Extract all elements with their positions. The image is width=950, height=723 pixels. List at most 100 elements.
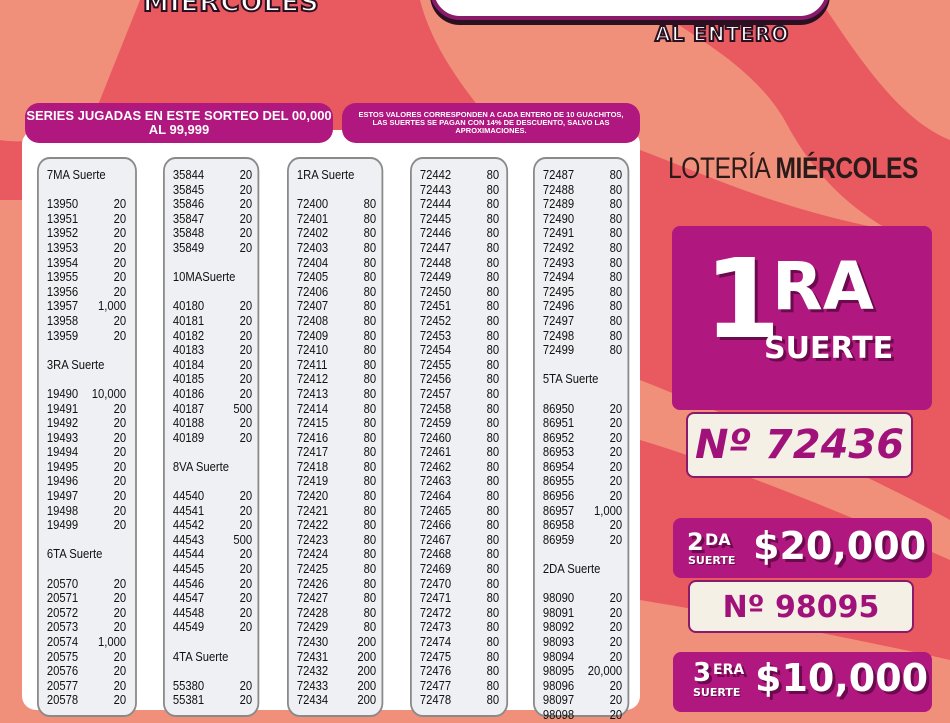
serial-number: 72407: [296, 299, 329, 314]
prize-value: 80: [363, 284, 377, 299]
result-row: 86951 20: [543, 416, 628, 431]
result-row: 72470 80: [420, 577, 506, 592]
serial-number: 19496: [46, 474, 79, 489]
spacer: [47, 533, 135, 548]
prize-value: 80: [363, 518, 377, 533]
prize-value: 20: [113, 211, 127, 226]
second-prize-amount: $20,000: [753, 524, 927, 568]
prize-value: 20: [239, 489, 253, 504]
result-row: 44541 20: [173, 504, 258, 519]
spacer: [173, 445, 258, 460]
result-row: 72445 80: [420, 212, 506, 227]
serial-number: 72417: [296, 445, 329, 460]
serial-number: 13955: [46, 270, 79, 285]
prize-value: 80: [486, 328, 500, 343]
prize-value: 80: [486, 591, 500, 606]
serial-number: 20576: [46, 664, 79, 679]
prize-value: 20: [113, 459, 127, 474]
prize-value: 20: [609, 532, 623, 547]
prize-value: 80: [486, 343, 500, 358]
serial-number: 72494: [542, 270, 575, 285]
prize-value: 80: [363, 489, 377, 504]
result-row: 72417 80: [297, 445, 382, 460]
serial-number: 13951: [46, 211, 79, 226]
prize-value: 200: [357, 664, 377, 679]
third-prize-word: SUERTE: [693, 686, 741, 699]
result-row: 72428 80: [297, 606, 382, 621]
result-row: 19493 20: [47, 431, 135, 446]
result-row: 72429 80: [297, 620, 382, 635]
result-row: 72474 80: [420, 635, 506, 650]
prize-value: 20: [113, 591, 127, 606]
prize-value: 80: [363, 211, 377, 226]
result-row: 55380 20: [173, 679, 258, 694]
serial-number: 72499: [542, 343, 575, 358]
result-row: 35846 20: [173, 197, 258, 212]
serial-number: 72422: [296, 518, 329, 533]
result-row: 40180 20: [173, 299, 258, 314]
prize-value: 80: [486, 182, 500, 197]
result-row: 72490 80: [543, 212, 628, 227]
second-prize-word: SUERTE: [688, 554, 736, 567]
result-row: 20575 20: [47, 650, 135, 665]
result-row: 44549 20: [173, 620, 258, 635]
prize-value: 80: [363, 562, 377, 577]
result-row: 98092 20: [543, 620, 628, 635]
lottery-title-b: MIÉRCOLES: [775, 152, 919, 185]
prize-value: 80: [363, 532, 377, 547]
serial-number: 72474: [419, 635, 452, 649]
prize-value: 80: [363, 445, 377, 460]
prize-value: 80: [486, 620, 500, 635]
serial-number: 98098: [542, 707, 575, 722]
result-row: 72427 80: [297, 591, 382, 606]
prize-value: 1,000: [593, 503, 623, 518]
serial-number: 72405: [296, 270, 329, 285]
serial-number: 44549: [172, 620, 205, 635]
spacer: [297, 183, 382, 198]
result-row: 72455 80: [420, 358, 506, 373]
result-row: 98093 20: [543, 635, 628, 650]
serial-number: 44541: [172, 503, 205, 518]
result-row: 72465 80: [420, 504, 506, 519]
serial-number: 72442: [419, 168, 452, 182]
serial-number: 86958: [542, 518, 575, 533]
result-row: 40189 20: [173, 431, 258, 446]
serial-number: 86954: [542, 459, 575, 474]
prize-value: 20: [609, 605, 623, 620]
serial-number: 72492: [542, 240, 575, 255]
third-prize-suffix: ERA: [713, 662, 745, 678]
result-row: 20572 20: [47, 606, 135, 621]
prize-value: 80: [486, 430, 500, 445]
serial-number: 98097: [542, 693, 575, 708]
prize-value: 20,000: [587, 664, 623, 679]
serial-number: 20574: [46, 635, 79, 649]
serial-number: 19493: [46, 430, 79, 445]
prize-value: 20: [239, 591, 253, 606]
prize-value: 20: [113, 401, 127, 416]
serial-number: 35848: [172, 226, 205, 241]
prize-value: 80: [486, 562, 500, 577]
serial-number: 86950: [542, 401, 575, 416]
serial-number: 13958: [46, 313, 79, 328]
result-row: 72402 80: [297, 226, 382, 241]
result-row: 72404 80: [297, 256, 382, 271]
prize-value: 80: [363, 197, 377, 212]
serial-number: 19491: [46, 401, 79, 416]
result-row: 72464 80: [420, 489, 506, 504]
prize-value: 20: [239, 372, 253, 387]
serial-number: 72463: [419, 474, 452, 489]
serial-number: 20575: [46, 649, 79, 664]
serial-number: 86957: [542, 503, 575, 518]
first-prize-suffix: RA: [772, 248, 874, 325]
result-row: 72496 80: [543, 299, 628, 314]
prize-value: 80: [363, 591, 377, 606]
result-row: 13958 20: [47, 314, 135, 329]
serial-number: 72401: [296, 211, 329, 226]
serial-number: 72460: [419, 430, 452, 445]
prize-value: 20: [609, 445, 623, 460]
serial-number: 19495: [46, 459, 79, 474]
serial-number: 72410: [296, 343, 329, 358]
serial-number: 72446: [419, 226, 452, 241]
result-row: 35848 20: [173, 226, 258, 241]
prize-value: 80: [363, 416, 377, 431]
